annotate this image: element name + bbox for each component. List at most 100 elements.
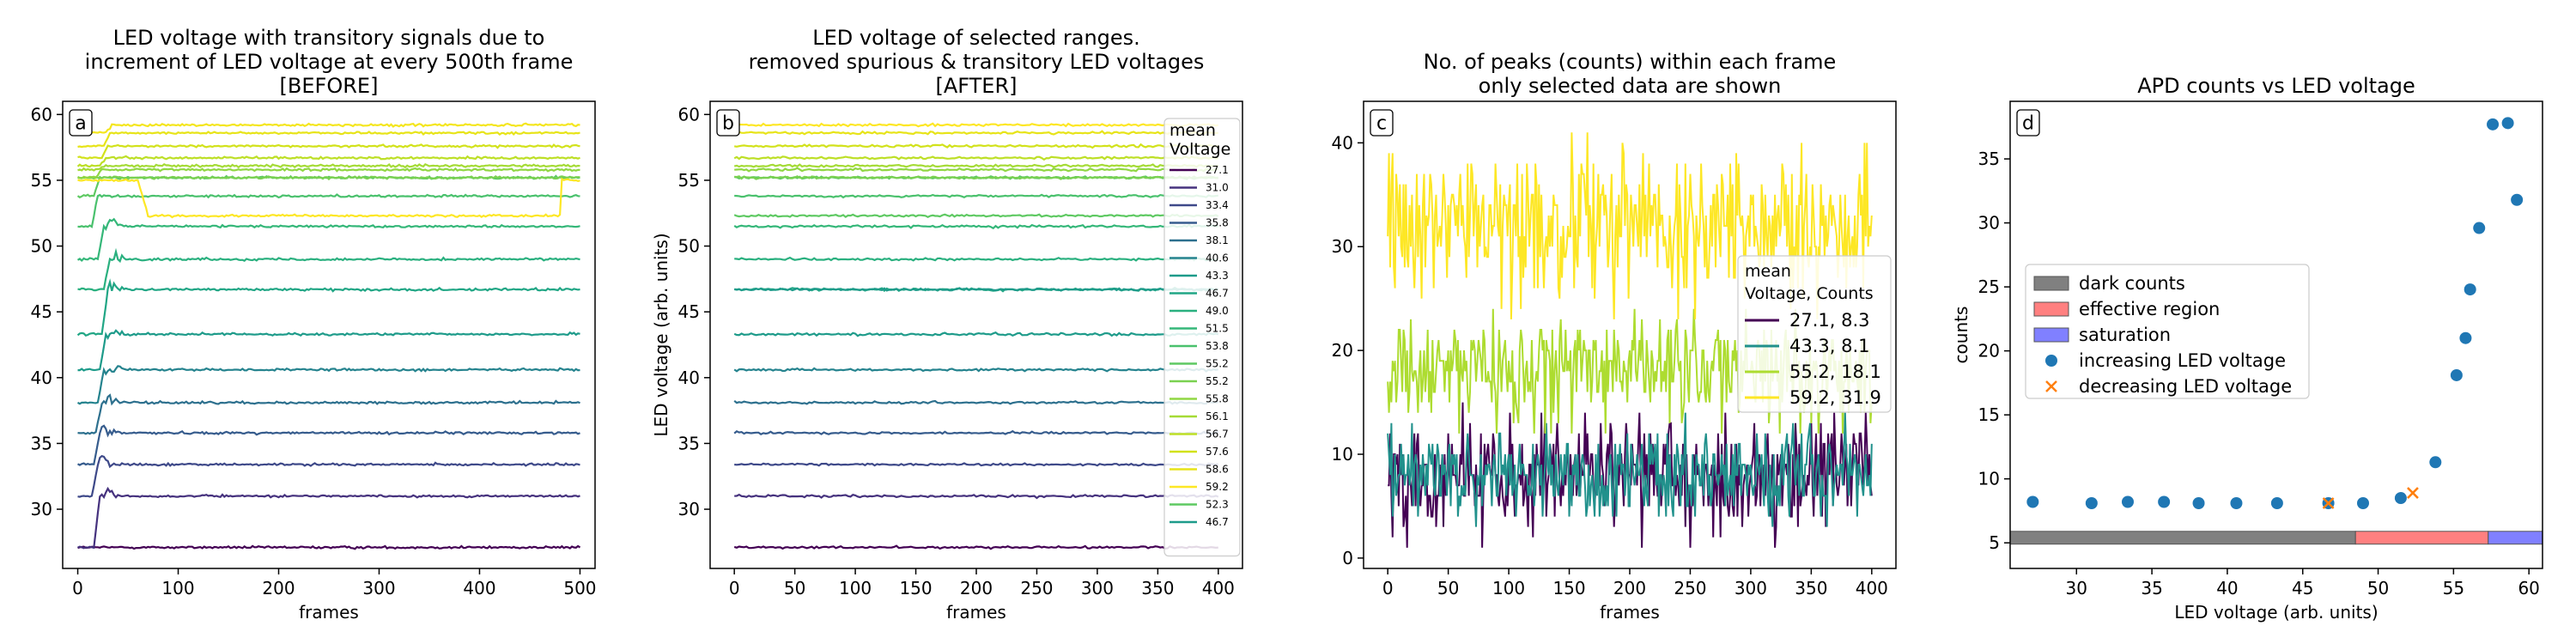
y-tick-label: 35 — [678, 433, 700, 453]
panel-label-box: b — [716, 109, 740, 137]
legend-title: Voltage — [1170, 140, 1230, 159]
series-line — [77, 167, 580, 179]
panel-c: No. of peaks (counts) within each frameo… — [1332, 50, 1897, 623]
series-line — [733, 213, 1219, 219]
series-line — [77, 393, 580, 435]
region-bar — [2488, 531, 2543, 545]
legend-swatch — [2045, 380, 2057, 392]
series-line — [733, 331, 1219, 337]
y-tick-label: 45 — [678, 301, 700, 322]
chart-title-line: No. of peaks (counts) within each frame — [1424, 50, 1837, 74]
data-point-increasing — [2356, 496, 2369, 509]
x-tick-label: 30 — [2066, 578, 2087, 598]
series-line — [733, 367, 1218, 373]
data-point-increasing — [2459, 331, 2472, 344]
y-tick-label: 10 — [1332, 444, 1353, 465]
panel-label: c — [1376, 113, 1387, 135]
panel-label-frame — [716, 109, 740, 137]
x-tick-label: 45 — [2292, 578, 2313, 598]
y-tick-label: 40 — [31, 368, 52, 388]
series-line — [76, 155, 580, 168]
series-line — [733, 287, 1219, 292]
legend-label: 56.1 — [1206, 410, 1229, 422]
plot-area-d — [2010, 117, 2543, 545]
legend-title: mean — [1745, 262, 1791, 281]
y-tick-label: 45 — [31, 301, 52, 322]
legend-label: 55.2 — [1206, 375, 1229, 387]
panel-label: d — [2022, 113, 2034, 135]
data-point-increasing — [2450, 368, 2463, 381]
legend-label: dark counts — [2079, 273, 2185, 294]
legend-label: 43.3 — [1206, 270, 1229, 282]
legend-label: 27.1 — [1206, 164, 1229, 176]
series-line — [734, 256, 1219, 262]
x-tick-label: 0 — [729, 578, 740, 598]
series-line — [733, 223, 1218, 230]
legend-swatch — [2033, 301, 2069, 317]
x-tick-label: 35 — [2141, 578, 2162, 598]
series-line — [77, 193, 580, 228]
series-line — [77, 454, 580, 498]
series-line — [77, 329, 580, 372]
legend-label: increasing LED voltage — [2079, 350, 2286, 371]
series-line — [734, 493, 1219, 500]
plot-area-a — [76, 122, 581, 550]
chart-title-line: only selected data are shown — [1479, 74, 1782, 98]
axes-frame — [2009, 100, 2543, 569]
legend-label: saturation — [2079, 325, 2171, 345]
legend-label: 55.2, 18.1 — [1789, 361, 1881, 382]
legend-label: 38.1 — [1206, 234, 1229, 246]
panel-b: LED voltage of selected ranges.removed s… — [651, 26, 1243, 623]
panel-d: APD counts vs LED voltage 30 35 40 45 50 55 60 5… — [1951, 74, 2543, 623]
legend-title: Voltage, Counts — [1745, 284, 1874, 303]
x-tick-label: 300 — [362, 578, 395, 598]
series-line — [734, 167, 1218, 173]
legend-swatch — [2033, 276, 2069, 291]
x-tick-label: 350 — [1141, 578, 1174, 598]
y-tick-label: 30 — [678, 499, 700, 519]
x-tick-label: 60 — [2518, 578, 2539, 598]
x-tick-label: 150 — [899, 578, 932, 598]
panel-a: LED voltage with transitory signals due … — [31, 26, 597, 623]
panel-label-frame — [2016, 109, 2040, 137]
data-point-increasing — [2270, 496, 2283, 509]
plot-area-b — [733, 122, 1219, 550]
y-tick-label: 30 — [1978, 213, 2000, 234]
series-line — [76, 278, 580, 337]
data-point-increasing — [2487, 118, 2500, 131]
legend-label: 59.2 — [1206, 481, 1229, 493]
series-line — [77, 131, 580, 149]
x-tick-label: 350 — [1795, 578, 1827, 598]
series-line — [734, 193, 1218, 199]
legend-label: 55.2 — [1206, 358, 1229, 370]
legend-label: 46.7 — [1206, 288, 1229, 300]
y-tick-label: 30 — [31, 499, 52, 519]
series-line — [76, 122, 580, 135]
x-tick-label: 200 — [1613, 578, 1646, 598]
y-tick-label: 20 — [1332, 340, 1353, 361]
legend-label: 40.6 — [1206, 252, 1229, 264]
series-line — [77, 143, 580, 160]
x-tick-label: 50 — [1437, 578, 1459, 598]
x-tick-label: 100 — [161, 578, 194, 598]
series-line — [733, 130, 1218, 136]
series-line — [733, 155, 1218, 161]
panel-label-box: c — [1370, 109, 1394, 137]
x-tick-label: 0 — [72, 578, 83, 598]
axes-frame — [62, 100, 596, 569]
x-tick-label: 300 — [1081, 578, 1114, 598]
panel-label-box: d — [2016, 109, 2040, 137]
legend-frame — [1163, 118, 1241, 557]
panel-label: a — [75, 113, 86, 135]
legend-label: 49.0 — [1206, 305, 1229, 317]
x-tick-label: 150 — [1552, 578, 1585, 598]
y-tick-label: 40 — [678, 368, 700, 388]
y-axis-label: counts — [1951, 307, 1971, 364]
chart-title-line: APD counts vs LED voltage — [2137, 74, 2415, 98]
x-axis-label: frames — [946, 602, 1006, 623]
axes-frame — [1363, 100, 1897, 569]
region-bar — [2354, 531, 2489, 545]
x-tick-label: 250 — [1674, 578, 1706, 598]
